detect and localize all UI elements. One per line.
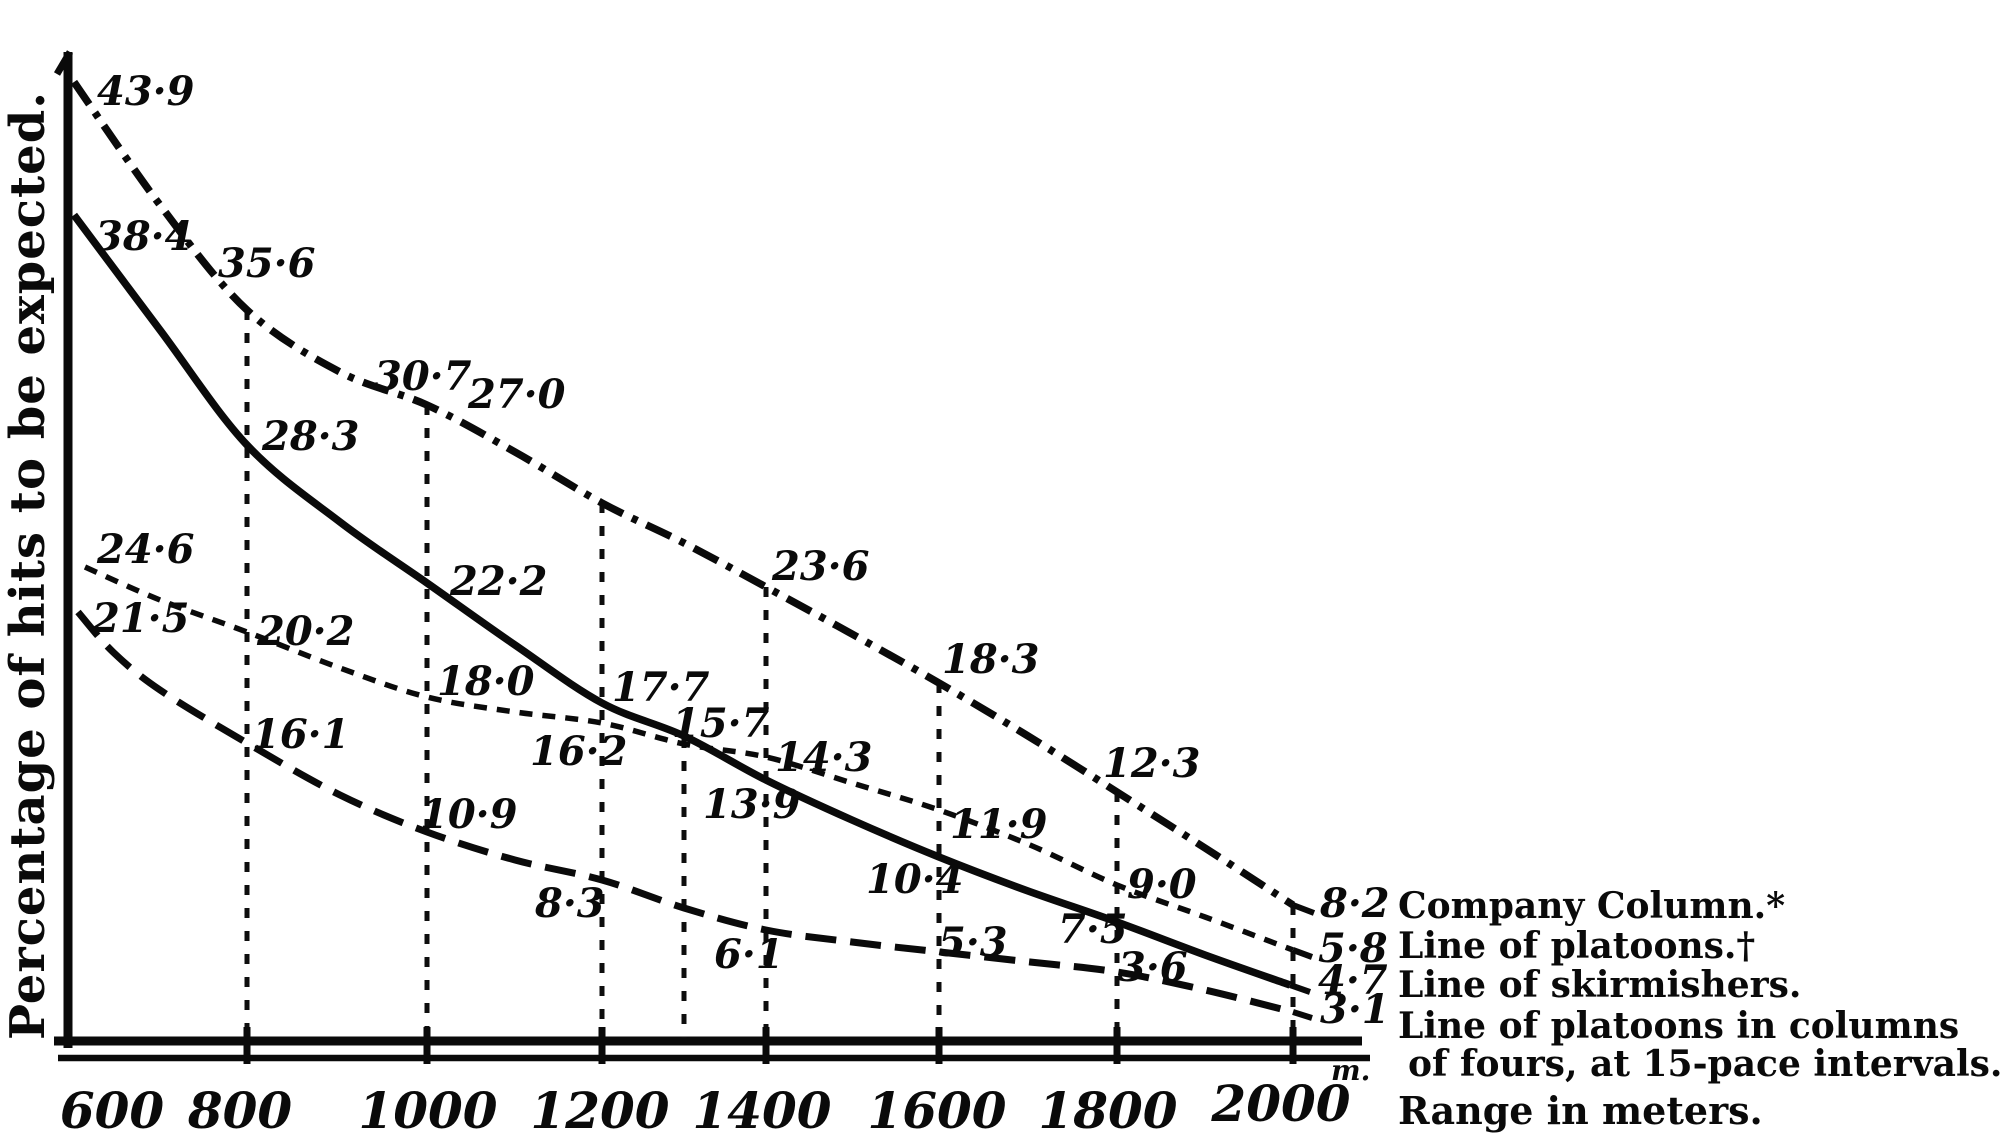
point-label-line-of-skirmishers: 28·3 xyxy=(261,413,359,460)
point-label-line-of-skirmishers: 15·7 xyxy=(672,700,770,747)
x-tick-label-2000: 2000 xyxy=(1210,1074,1350,1133)
end-pointer-line-of-platoons xyxy=(1291,947,1314,960)
axis-tick-marks xyxy=(243,1027,1297,1064)
x-tick-label-800: 800 xyxy=(187,1081,293,1140)
end-pointer-company-column xyxy=(1291,902,1316,916)
point-label-platoons-columns-of-fours: 6·1 xyxy=(714,931,784,978)
curve-line-of-skirmishers xyxy=(70,212,1292,989)
point-label-company-column: 30·7 xyxy=(374,353,472,400)
legend-platoons-in-columns-line2: of fours, at 15-pace intervals. xyxy=(1408,1043,2000,1085)
point-label-line-of-skirmishers: 17·7 xyxy=(612,664,710,711)
point-label-line-of-platoons: 18·0 xyxy=(437,658,535,705)
end-pointer-platoons-columns-of-fours xyxy=(1292,1009,1313,1021)
legend-line-of-platoons: Line of platoons.† xyxy=(1398,925,1755,967)
point-label-line-of-platoons: 20·2 xyxy=(256,608,354,655)
x-axis-title: Range in meters. xyxy=(1398,1088,1763,1133)
x-unit-superscript: m. xyxy=(1331,1054,1370,1087)
axes xyxy=(53,50,1370,1062)
point-label-line-of-platoons: 16·2 xyxy=(530,728,627,775)
vertical-gridlines xyxy=(244,310,1296,1038)
point-label-company-column: 18·3 xyxy=(942,636,1039,683)
x-tick-label-1200: 1200 xyxy=(530,1081,669,1140)
x-tick-label-1600: 1600 xyxy=(867,1081,1006,1140)
point-label-line-of-skirmishers: 7·5 xyxy=(1058,906,1128,953)
point-label-platoons-columns-of-fours: 21·5 xyxy=(91,595,189,642)
point-label-line-of-skirmishers: 13·9 xyxy=(703,781,800,828)
y-axis-top-serif xyxy=(53,50,74,76)
point-label-platoons-columns-of-fours: 8·3 xyxy=(534,880,605,927)
x-tick-label-1800: 1800 xyxy=(1038,1081,1177,1140)
point-label-company-column: 8·2 xyxy=(1319,880,1390,927)
point-label-line-of-platoons: 14·3 xyxy=(775,734,872,781)
point-label-platoons-columns-of-fours: 10·9 xyxy=(420,791,517,838)
x-tick-label-1000: 1000 xyxy=(358,1081,497,1140)
point-label-line-of-skirmishers: 10·4 xyxy=(866,856,963,903)
point-label-line-of-platoons: 11·9 xyxy=(950,801,1047,848)
point-label-line-of-platoons: 9·0 xyxy=(1127,861,1197,908)
legend-line-of-skirmishers: Line of skirmishers. xyxy=(1398,964,1801,1006)
point-label-line-of-platoons: 24·6 xyxy=(96,526,194,573)
point-label-company-column: 35·6 xyxy=(218,240,315,287)
curve-platoons-columns-of-fours xyxy=(75,609,1294,1016)
legend-platoons-in-columns-line1: Line of platoons in columns xyxy=(1398,1005,1959,1047)
point-label-company-column: 43·9 xyxy=(97,68,194,115)
point-label-platoons-columns-of-fours: 3·1 xyxy=(1320,986,1390,1033)
data-point-labels: 43·9 35·6 30·727·0 23·6 18·3 12·3 8·2 24·6 20·2 1… xyxy=(91,68,1390,1033)
curve-line-of-platoons xyxy=(83,564,1294,953)
point-label-platoons-columns-of-fours: 3·6 xyxy=(1118,944,1188,991)
point-label-company-column: 12·3 xyxy=(1103,740,1200,787)
point-label-line-of-skirmishers: 22·2 xyxy=(449,558,547,605)
point-label-company-column: 23·6 xyxy=(771,543,869,590)
point-label-line-of-skirmishers: 38·4 xyxy=(95,213,192,260)
point-label-platoons-columns-of-fours: 5·3 xyxy=(938,919,1008,966)
x-axis-tick-labels: 600 800 1000 1200 1400 1600 1800 2000 xyxy=(60,1074,1351,1140)
point-label-line-of-skirmishers: 4·7 xyxy=(1318,957,1388,1004)
data-curves xyxy=(70,79,1316,1021)
point-label-platoons-columns-of-fours: 16·1 xyxy=(252,711,349,758)
point-label-line-of-platoons: 5·8 xyxy=(1318,925,1388,972)
curve-company-column xyxy=(70,79,1296,909)
y-axis-title: Percentage of hits to be expected. xyxy=(0,91,56,1040)
x-tick-label-1400: 1400 xyxy=(692,1081,831,1140)
end-pointer-line-of-skirmishers xyxy=(1289,982,1311,995)
point-label-company-column: 27·0 xyxy=(467,371,566,418)
legend-company-column: Company Column.* xyxy=(1398,885,1785,927)
x-tick-label-600: 600 xyxy=(60,1081,165,1140)
